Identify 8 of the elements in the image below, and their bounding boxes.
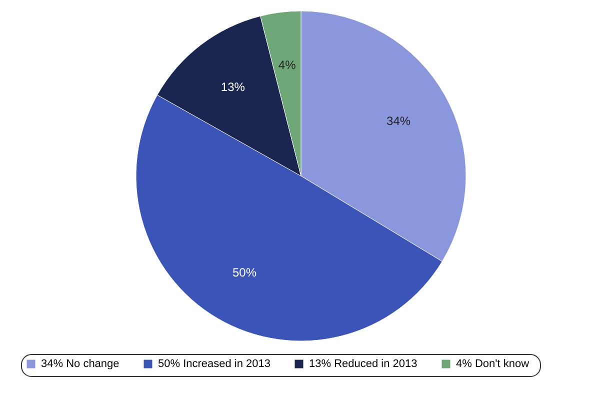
legend-label: 13% Reduced in 2013	[309, 358, 418, 370]
data-label: 50%	[232, 266, 257, 280]
data-label: 13%	[220, 80, 246, 94]
data-label: 34%	[386, 114, 411, 128]
legend-label: 34% No change	[41, 358, 120, 370]
legend-label: 50% Increased in 2013	[158, 358, 271, 370]
data-label: 4%	[278, 58, 296, 72]
legend-label: 4% Don't know	[456, 358, 530, 370]
